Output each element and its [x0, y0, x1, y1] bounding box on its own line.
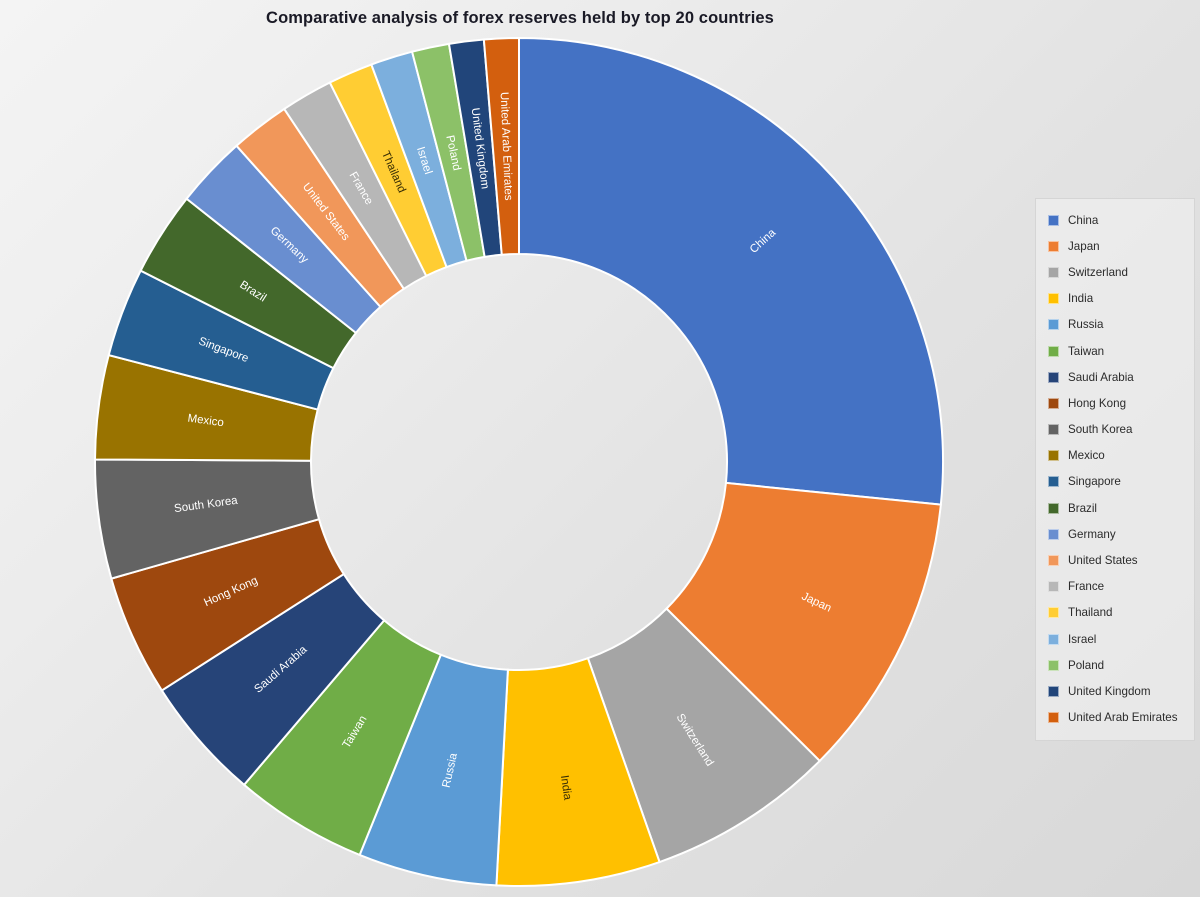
legend-item-poland[interactable]: Poland — [1044, 652, 1188, 678]
legend-item-hong-kong[interactable]: Hong Kong — [1044, 390, 1188, 416]
legend-item-label: Mexico — [1068, 449, 1105, 463]
legend-item-singapore[interactable]: Singapore — [1044, 469, 1188, 495]
legend-item-india[interactable]: India — [1044, 286, 1188, 312]
legend-item-brazil[interactable]: Brazil — [1044, 495, 1188, 521]
donut-chart-svg: ChinaJapanSwitzerlandIndiaRussiaTaiwanSa… — [94, 36, 944, 887]
legend-swatch-icon — [1048, 450, 1059, 462]
pie-slice-china[interactable] — [518, 36, 944, 506]
page-title: Comparative analysis of forex reserves h… — [266, 9, 774, 27]
legend-swatch-icon — [1048, 685, 1059, 697]
legend-swatch-icon — [1048, 345, 1059, 357]
legend-swatch-icon — [1048, 240, 1059, 252]
legend-item-label: China — [1068, 213, 1099, 227]
legend-item-label: Israel — [1068, 632, 1097, 646]
legend-item-label: India — [1068, 292, 1094, 306]
legend-item-label: Germany — [1068, 527, 1116, 541]
legend-swatch-icon — [1048, 293, 1059, 305]
legend-item-france[interactable]: France — [1044, 574, 1188, 600]
donut-chart: China Japan Switzerland India Russia Taiwan Sa… — [94, 36, 944, 887]
legend-swatch-icon — [1048, 371, 1059, 383]
legend-item-united-kingdom[interactable]: United Kingdom — [1044, 678, 1188, 704]
legend-item-israel[interactable]: Israel — [1044, 626, 1188, 652]
legend-item-label: United Arab Emirates — [1068, 711, 1178, 725]
legend-item-label: Russia — [1068, 318, 1104, 332]
legend-swatch-icon — [1048, 555, 1059, 567]
legend-swatch-icon — [1048, 424, 1059, 436]
legend-item-taiwan[interactable]: Taiwan — [1044, 338, 1188, 364]
legend-swatch-icon — [1048, 528, 1059, 540]
pie-slice-label: United Arab Emirates — [498, 92, 515, 201]
pie-slice-label: India — [558, 774, 574, 801]
legend-item-saudi-arabia[interactable]: Saudi Arabia — [1044, 364, 1188, 390]
legend-item-label: Saudi Arabia — [1068, 370, 1134, 384]
legend-item-label: South Korea — [1068, 423, 1133, 437]
legend-item-china[interactable]: China — [1044, 207, 1188, 233]
legend-swatch-icon — [1048, 581, 1059, 593]
legend-item-label: Singapore — [1068, 475, 1121, 489]
legend-item-label: Taiwan — [1068, 344, 1105, 358]
legend-swatch-icon — [1048, 712, 1059, 724]
legend-item-japan[interactable]: Japan — [1044, 233, 1188, 259]
legend-item-united-arab-emirates[interactable]: United Arab Emirates — [1044, 705, 1188, 731]
legend-item-label: Japan — [1068, 239, 1100, 253]
legend-swatch-icon — [1048, 476, 1059, 488]
legend-item-label: Hong Kong — [1068, 396, 1127, 410]
legend-item-russia[interactable]: Russia — [1044, 312, 1188, 338]
legend-item-thailand[interactable]: Thailand — [1044, 600, 1188, 626]
pie-slice-united-arab-emirates[interactable] — [482, 36, 520, 256]
pie-slice-japan[interactable] — [665, 481, 942, 763]
legend-swatch-icon — [1048, 397, 1059, 409]
legend-item-south-korea[interactable]: South Korea — [1044, 417, 1188, 443]
legend-swatch-icon — [1048, 607, 1059, 619]
legend-item-label: Thailand — [1068, 606, 1113, 620]
chart-legend: China Japan Switzerland India Russia Taiwan Sa… — [1035, 198, 1195, 741]
legend-swatch-icon — [1048, 214, 1059, 226]
pie-slice-label: Mexico — [187, 413, 225, 430]
legend-swatch-icon — [1048, 266, 1059, 278]
legend-swatch-icon — [1048, 502, 1059, 514]
legend-item-label: Brazil — [1068, 501, 1097, 515]
legend-item-germany[interactable]: Germany — [1044, 521, 1188, 547]
legend-item-label: United Kingdom — [1068, 684, 1151, 698]
legend-item-label: Poland — [1068, 658, 1105, 672]
legend-swatch-icon — [1048, 659, 1059, 671]
legend-swatch-icon — [1048, 319, 1059, 331]
legend-item-united-states[interactable]: United States — [1044, 547, 1188, 573]
legend-item-label: Switzerland — [1068, 265, 1128, 279]
legend-swatch-icon — [1048, 633, 1059, 645]
legend-item-label: United States — [1068, 554, 1138, 568]
legend-item-switzerland[interactable]: Switzerland — [1044, 259, 1188, 285]
legend-item-mexico[interactable]: Mexico — [1044, 443, 1188, 469]
legend-item-label: France — [1068, 580, 1105, 594]
